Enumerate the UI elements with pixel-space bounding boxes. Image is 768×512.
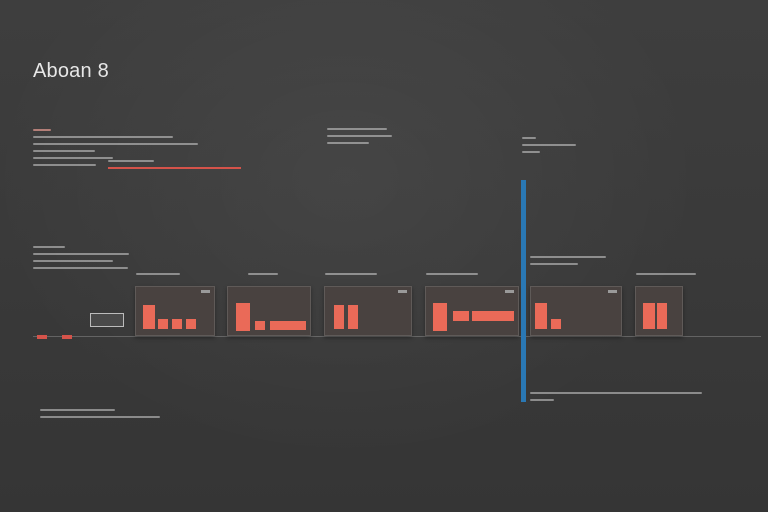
clip-menu-icon[interactable] [608, 290, 617, 293]
clip-panel-3[interactable] [324, 286, 412, 336]
clip-2-level-b [255, 321, 265, 330]
track-marker-end[interactable] [62, 335, 72, 339]
center-info-block [327, 128, 427, 149]
clip-5-level-b [551, 319, 561, 329]
playhead[interactable] [521, 180, 526, 402]
right-track-info [530, 256, 610, 270]
clip-menu-icon[interactable] [505, 290, 514, 293]
clip-panel-1[interactable] [135, 286, 215, 336]
track-marker-start[interactable] [37, 335, 47, 339]
accent-rule [108, 167, 241, 169]
clip-panel-2[interactable] [227, 286, 311, 336]
clip-1-level-b [158, 319, 168, 329]
clip-2-level-a [236, 303, 250, 331]
left-track-info [33, 246, 133, 274]
clip-header-4 [426, 273, 478, 275]
clip-5-level-a [535, 303, 547, 329]
clip-4-level-a [433, 303, 447, 331]
clip-handle[interactable] [90, 313, 124, 327]
clip-header-3 [325, 273, 377, 275]
right-footer-lines [530, 392, 710, 406]
left-subinfo [108, 160, 158, 167]
timeline-track [33, 336, 761, 337]
clip-4-level-b [453, 311, 469, 321]
clip-3-level-b [348, 305, 358, 329]
clip-6-level-a [643, 303, 655, 329]
clip-4-level-c [472, 311, 514, 321]
left-info-block [33, 129, 203, 171]
footer-detail-lines [40, 409, 170, 423]
app-title: Aboan 8 [33, 60, 109, 82]
clip-1-level-a [143, 305, 155, 329]
clip-2-level-c [270, 321, 306, 330]
clip-menu-icon[interactable] [201, 290, 210, 293]
clip-panel-4[interactable] [425, 286, 519, 336]
clip-panel-6[interactable] [635, 286, 683, 336]
clip-header-5 [636, 273, 696, 275]
clip-menu-icon[interactable] [398, 290, 407, 293]
clip-6-level-b [657, 303, 667, 329]
clip-3-level-a [334, 305, 344, 329]
clip-header-1 [136, 273, 180, 275]
clip-panel-5[interactable] [530, 286, 622, 336]
clip-header-2 [248, 273, 278, 275]
clip-1-level-c [172, 319, 182, 329]
right-info-block [522, 137, 582, 158]
clip-1-level-d [186, 319, 196, 329]
